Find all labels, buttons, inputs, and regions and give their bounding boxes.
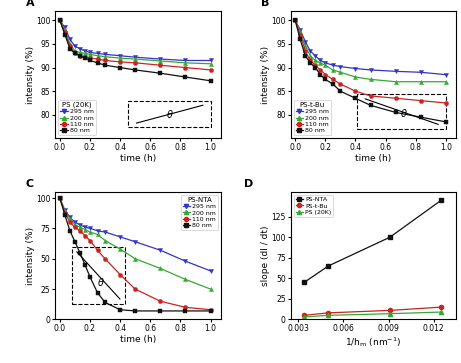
- Line: PS-NTA: PS-NTA: [302, 198, 443, 285]
- Y-axis label: intensity (%): intensity (%): [25, 227, 35, 285]
- Text: $\theta$: $\theta$: [400, 107, 408, 119]
- Line: PS-t-Bu: PS-t-Bu: [302, 305, 443, 317]
- PS (20K): [301, 315, 307, 319]
- Text: $\theta$: $\theta$: [166, 108, 173, 120]
- PS-NTA: [325, 264, 331, 268]
- PS-NTA: [301, 280, 307, 285]
- X-axis label: time (h): time (h): [120, 154, 156, 163]
- Legend: 295 nm, 200 nm, 110 nm, 80 nm: 295 nm, 200 nm, 110 nm, 80 nm: [294, 100, 331, 135]
- PS-t-Bu: [301, 313, 307, 318]
- PS (20K): [325, 313, 331, 318]
- Y-axis label: slope (dI / dt): slope (dI / dt): [261, 225, 270, 286]
- X-axis label: time (h): time (h): [120, 335, 156, 344]
- PS (20K): [438, 310, 444, 314]
- Text: B: B: [261, 0, 269, 8]
- PS-t-Bu: [438, 305, 444, 309]
- Legend: 295 nm, 200 nm, 110 nm, 80 nm: 295 nm, 200 nm, 110 nm, 80 nm: [59, 100, 95, 135]
- Bar: [357, 94, 446, 130]
- Y-axis label: intensity (%): intensity (%): [25, 46, 35, 104]
- Legend: 295 nm, 200 nm, 110 nm, 80 nm: 295 nm, 200 nm, 110 nm, 80 nm: [181, 195, 218, 230]
- Line: PS (20K): PS (20K): [302, 310, 443, 319]
- X-axis label: time (h): time (h): [355, 154, 392, 163]
- PS-NTA: [438, 198, 444, 202]
- Bar: [128, 101, 211, 127]
- PS-t-Bu: [387, 308, 393, 313]
- Legend: PS-NTA, PS-t-Bu, PS (20K): PS-NTA, PS-t-Bu, PS (20K): [294, 195, 333, 217]
- Bar: [72, 247, 125, 304]
- PS-NTA: [387, 235, 393, 239]
- PS (20K): [387, 311, 393, 316]
- Text: $\theta$: $\theta$: [97, 276, 105, 288]
- Text: C: C: [25, 179, 34, 189]
- Text: A: A: [25, 0, 34, 8]
- Text: D: D: [244, 179, 254, 189]
- PS-t-Bu: [325, 311, 331, 315]
- Y-axis label: intensity (%): intensity (%): [261, 46, 270, 104]
- X-axis label: 1/h$_{\rm m}$ (nm$^{-1}$): 1/h$_{\rm m}$ (nm$^{-1}$): [345, 335, 402, 348]
